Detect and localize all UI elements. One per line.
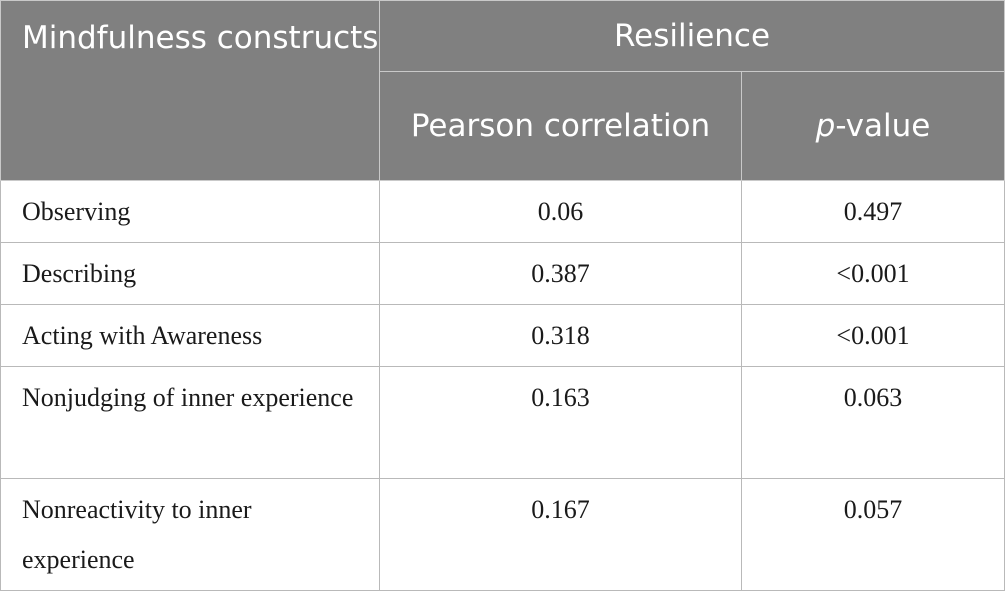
construct-cell: Observing — [0, 180, 380, 243]
table-row: Nonjudging of inner experience 0.163 0.0… — [0, 366, 1005, 479]
p-value-cell: 0.057 — [740, 478, 1005, 591]
table-header: Mindfulness constructs Resilience Pearso… — [0, 0, 1005, 181]
pearson-cell: 0.163 — [379, 366, 742, 479]
table-row: Describing 0.387 <0.001 — [0, 242, 1005, 305]
construct-cell: Nonreactivity to inner experience — [0, 478, 380, 591]
table-row: Acting with Awareness 0.318 <0.001 — [0, 304, 1005, 367]
p-value-cell: 0.063 — [740, 366, 1005, 479]
table-row: Observing 0.06 0.497 — [0, 180, 1005, 243]
construct-cell: Describing — [0, 242, 380, 305]
table-row: Nonreactivity to inner experience 0.167 … — [0, 478, 1005, 591]
correlation-table: Mindfulness constructs Resilience Pearso… — [0, 0, 1005, 591]
p-value-cell: 0.497 — [740, 180, 1005, 243]
p-value-cell: <0.001 — [740, 304, 1005, 367]
table-body: Observing 0.06 0.497 Describing 0.387 <0… — [0, 180, 1005, 591]
header-p-rest: -value — [835, 108, 931, 144]
header-resilience: Resilience — [378, 0, 1005, 72]
pearson-cell: 0.06 — [379, 180, 742, 243]
header-row-top: Mindfulness constructs Resilience — [0, 0, 1005, 181]
pearson-cell: 0.167 — [379, 478, 742, 591]
header-p-value: p-value — [740, 71, 1005, 181]
construct-cell: Nonjudging of inner experience — [0, 366, 380, 479]
construct-cell: Acting with Awareness — [0, 304, 380, 367]
header-pearson-label: Pearson correlation — [410, 108, 711, 144]
pearson-cell: 0.387 — [379, 242, 742, 305]
header-row-sub: Pearson correlation p-value — [1, 71, 1005, 181]
header-p-italic: p — [815, 108, 836, 144]
header-pearson-correlation: Pearson correlation — [379, 71, 742, 181]
header-mindfulness-constructs: Mindfulness constructs — [0, 0, 380, 181]
p-value-cell: <0.001 — [740, 242, 1005, 305]
pearson-cell: 0.318 — [379, 304, 742, 367]
